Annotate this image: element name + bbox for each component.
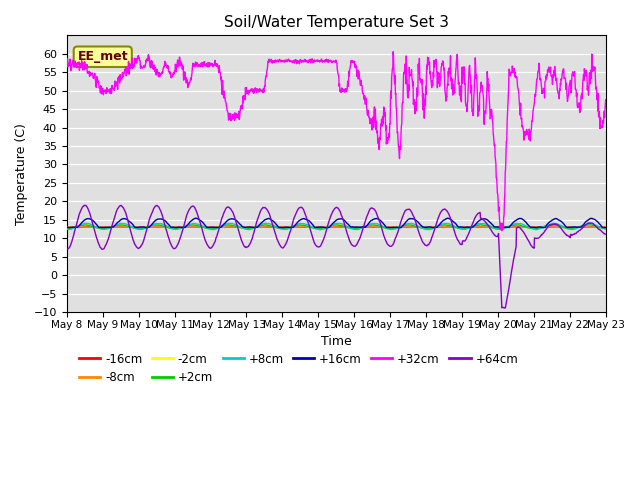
Y-axis label: Temperature (C): Temperature (C) [15,123,28,225]
Text: EE_met: EE_met [77,50,128,63]
Legend: -16cm, -8cm, -2cm, +2cm, +8cm, +16cm, +32cm, +64cm: -16cm, -8cm, -2cm, +2cm, +8cm, +16cm, +3… [74,348,523,389]
X-axis label: Time: Time [321,335,352,348]
Title: Soil/Water Temperature Set 3: Soil/Water Temperature Set 3 [224,15,449,30]
